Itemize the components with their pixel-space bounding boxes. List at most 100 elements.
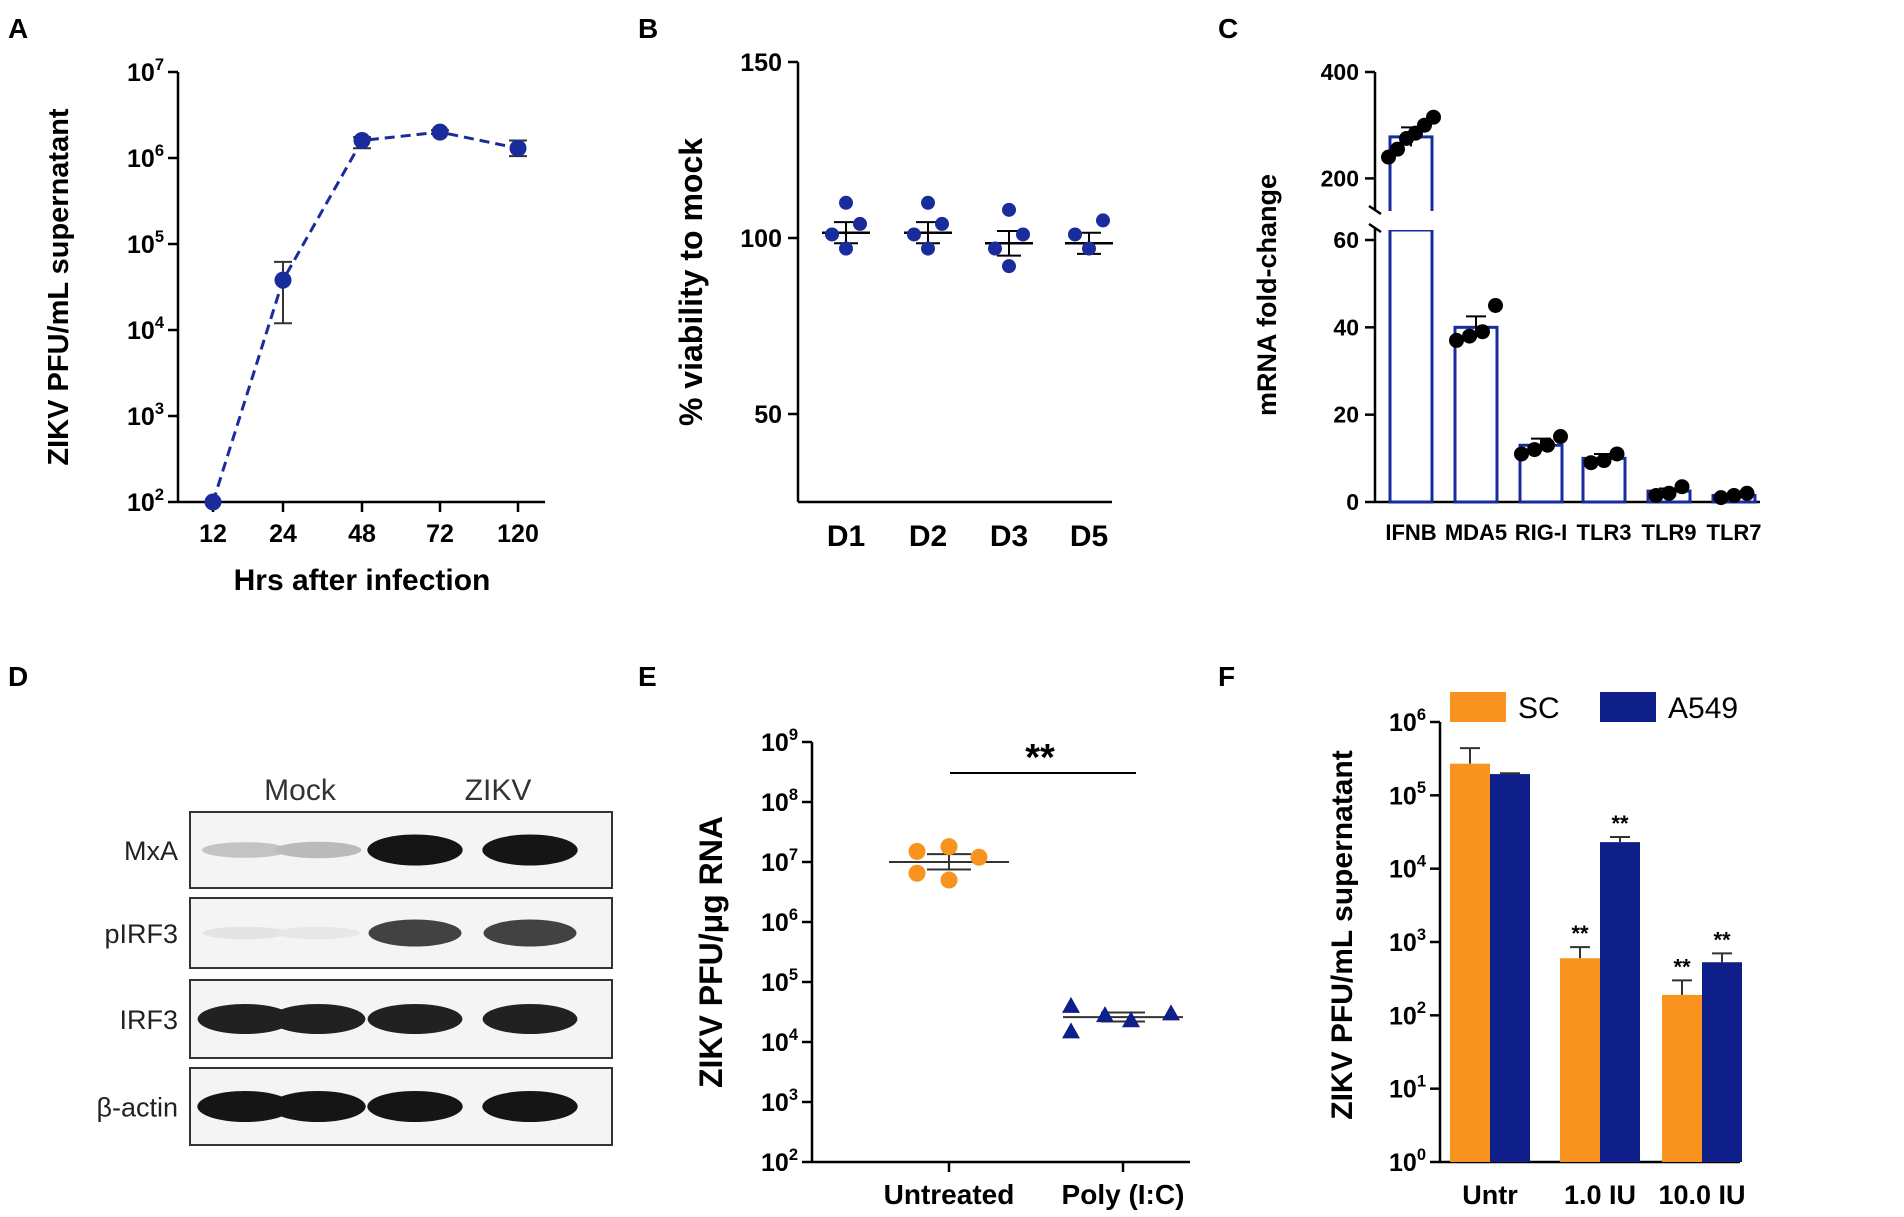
y-axis-title: ZIKV PFU/μg RNA: [693, 816, 729, 1088]
x-tick-label: TLR3: [1577, 520, 1632, 545]
y-tick-label: 105: [761, 966, 798, 997]
data-point: [940, 871, 958, 889]
chart-e: 102 103 104 105 106 107 108 109 Untreated Poly (I…: [693, 726, 1190, 1210]
significance-label: **: [1673, 954, 1691, 979]
western-blot: Mock ZIKV MxA pIRF3 IRF3 β-actin: [96, 774, 613, 1146]
data-point: [853, 216, 867, 231]
data-point: [1583, 455, 1599, 471]
data-point: [825, 227, 839, 242]
data-point: [1426, 109, 1441, 125]
x-tick-label: 48: [348, 520, 376, 548]
bar: [1702, 962, 1742, 1162]
data-point: [935, 216, 949, 231]
y-tick-label: 109: [761, 726, 798, 757]
protein-band: [367, 1091, 463, 1122]
bar-break-gap: [1386, 211, 1436, 230]
data-point: [1082, 241, 1096, 256]
y-tick-label: 60: [1333, 227, 1359, 253]
significance-label: **: [1571, 921, 1589, 946]
group-label-zikv: ZIKV: [465, 774, 532, 807]
x-tick-label: Untreated: [884, 1179, 1015, 1210]
data-point: [1739, 485, 1755, 501]
y-tick-label: 400: [1321, 59, 1359, 85]
data-point: [1449, 332, 1464, 348]
x-tick-label: D5: [1070, 520, 1108, 553]
legend-label-a549: A549: [1668, 692, 1738, 725]
protein-band: [482, 1091, 578, 1122]
x-tick-label: 10.0 IU: [1658, 1180, 1745, 1210]
data-point: [1096, 1006, 1114, 1023]
protein-band: [368, 919, 462, 947]
data-point: [1661, 485, 1677, 501]
panel-label-a: A: [8, 13, 28, 44]
blot-row-label: pIRF3: [104, 919, 178, 949]
y-tick-label: 103: [761, 1086, 798, 1117]
protein-band: [270, 1091, 366, 1122]
y-tick-label: 100: [1389, 1146, 1426, 1177]
y-tick-label: 102: [127, 486, 164, 517]
x-tick-label: MDA5: [1445, 520, 1507, 545]
panel-label-c: C: [1218, 13, 1238, 44]
data-point: [431, 123, 449, 141]
x-tick-label: 24: [269, 520, 297, 548]
significance-label: **: [1611, 811, 1629, 836]
legend-swatch-a549: [1600, 692, 1656, 722]
axis-break-mark: [1368, 222, 1382, 234]
x-tick-label: Poly (I:C): [1062, 1179, 1185, 1210]
data-point: [1514, 446, 1529, 462]
y-tick-label: 40: [1333, 314, 1359, 340]
chart-c: 0 20 40 60 200 400 mRNA fold-change IFNB MDA5 RIG…: [1252, 59, 1762, 545]
y-tick-label: 106: [1389, 706, 1426, 737]
y-tick-label: 105: [1389, 779, 1426, 810]
protein-band: [197, 1004, 293, 1034]
y-axis-title: ZIKV PFU/mL supernatant: [43, 108, 75, 466]
x-tick-label: RIG-I: [1515, 520, 1568, 545]
x-tick-label: 72: [426, 520, 454, 548]
data-point: [1062, 996, 1080, 1013]
data-point: [921, 241, 935, 256]
data-point: [839, 195, 853, 210]
significance-label: **: [1025, 737, 1055, 779]
data-point: [1016, 227, 1030, 242]
data-point: [1122, 1011, 1140, 1028]
x-tick-label: D2: [909, 520, 947, 553]
panel-label-f: F: [1218, 661, 1235, 692]
y-tick-label: 104: [127, 314, 165, 345]
data-point: [970, 848, 988, 866]
x-tick-label: 12: [199, 520, 227, 548]
y-tick-label: 105: [127, 228, 164, 259]
protein-band: [270, 1004, 366, 1034]
data-point: [839, 241, 853, 256]
y-tick-label: 103: [1389, 926, 1426, 957]
series-line: [211, 130, 519, 503]
chart-b: 50 100 150 D1 D2 D3 D5 % viability to mock: [673, 49, 1113, 553]
data-point: [1674, 479, 1690, 495]
bar-segment-bottom: [1388, 228, 1434, 504]
bar: [1450, 763, 1490, 1162]
panel-label-b: B: [638, 13, 658, 44]
panel-label-e: E: [638, 661, 657, 692]
bar: [1490, 774, 1530, 1162]
data-point: [204, 493, 222, 511]
data-point: [1609, 446, 1625, 462]
data-point: [1488, 298, 1503, 313]
data-point: [1553, 429, 1568, 444]
y-tick-label: 102: [761, 1146, 798, 1177]
blot-row-label: IRF3: [119, 1005, 178, 1035]
data-point: [988, 241, 1002, 256]
y-axis-title: ZIKV PFU/mL supernatant: [1326, 750, 1359, 1120]
y-tick-label: 106: [761, 906, 798, 937]
x-tick-label: 120: [497, 520, 539, 548]
y-axis-title: % viability to mock: [673, 138, 709, 426]
x-tick-label: 1.0 IU: [1564, 1180, 1636, 1210]
data-point: [1540, 437, 1555, 453]
data-point: [1390, 141, 1405, 157]
protein-band: [483, 919, 577, 947]
bar: [1453, 325, 1499, 504]
data-point: [1648, 487, 1664, 503]
protein-band: [275, 926, 361, 940]
data-point: [509, 139, 527, 157]
blot-row-label: MxA: [124, 836, 178, 866]
data-point: [1096, 213, 1110, 228]
